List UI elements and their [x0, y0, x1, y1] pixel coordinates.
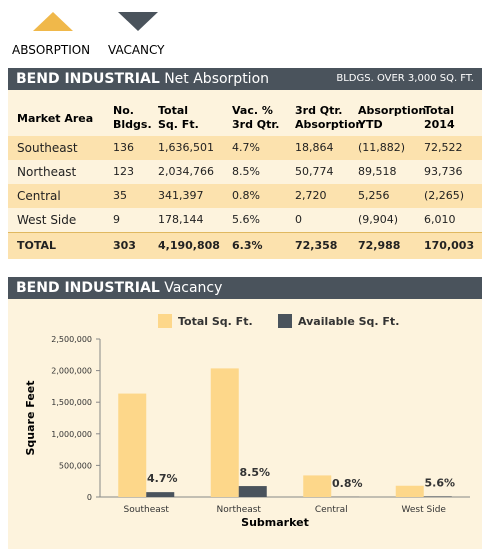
- column-header: Bldgs.: [113, 118, 152, 131]
- column-header: Total: [158, 104, 189, 117]
- column-header: Vac. %: [232, 104, 273, 117]
- table-cell: 6.3%: [232, 239, 263, 252]
- y-tick-label: 2,000,000: [51, 367, 92, 376]
- legend-label: Total Sq. Ft.: [178, 315, 253, 328]
- column-header: 2014: [424, 118, 455, 131]
- table-subtitle: Net Absorption: [164, 71, 270, 87]
- table-cell: 9: [113, 213, 120, 226]
- table-cell: Southeast: [17, 141, 78, 155]
- table: Market Area No. Bldgs. Total Sq. Ft. Vac. % 3r…: [8, 90, 482, 259]
- table-cell: 2,034,766: [158, 165, 214, 178]
- bar-annotation: 4.7%: [147, 472, 178, 485]
- table-cell: 50,774: [295, 165, 334, 178]
- table-cell: 303: [113, 239, 136, 252]
- column-header: No.: [113, 104, 134, 117]
- table-title: BEND INDUSTRIAL: [16, 71, 160, 87]
- table-cell: 4,190,808: [158, 239, 220, 252]
- table-cell: 123: [113, 165, 134, 178]
- absorption-icon: [33, 12, 73, 31]
- y-tick-label: 1,000,000: [51, 430, 92, 439]
- chart: 0 500,000 1,000,000 1,500,000 2,000,000 2,500…: [8, 299, 482, 549]
- bar: [210, 368, 239, 497]
- table-row: West Side 9 178,144 5.6% 0 (9,904) 6,010: [8, 208, 482, 232]
- column-header: Absorption: [358, 104, 427, 117]
- table-cell: West Side: [17, 213, 77, 227]
- legend-icons: [33, 12, 158, 31]
- x-tick-label: Central: [315, 505, 348, 515]
- legend-label: Available Sq. Ft.: [298, 315, 399, 328]
- table-cell: 0.8%: [232, 189, 260, 202]
- table-header: BEND INDUSTRIAL Net Absorption BLDGS. OV…: [8, 68, 482, 90]
- column-header: Market Area: [17, 112, 94, 125]
- table-cell: 5.6%: [232, 213, 260, 226]
- chart-header: BEND INDUSTRIAL Vacancy: [8, 277, 482, 299]
- y-tick-label: 1,500,000: [51, 398, 92, 407]
- bar: [146, 492, 175, 497]
- chart-subtitle: Vacancy: [164, 280, 223, 296]
- table-cell: 35: [113, 189, 127, 202]
- table-cell: 5,256: [358, 189, 390, 202]
- table-cell: TOTAL: [17, 239, 57, 252]
- bar: [238, 486, 267, 497]
- table-cell: 72,358: [295, 239, 338, 252]
- table-cell: 8.5%: [232, 165, 260, 178]
- legend-swatch: [278, 314, 292, 328]
- table-cell: 178,144: [158, 213, 204, 226]
- bar-annotation: 8.5%: [239, 466, 270, 479]
- column-header: Sq. Ft.: [158, 118, 199, 131]
- table-cell: Northeast: [17, 165, 77, 179]
- table-note: BLDGS. OVER 3,000 SQ. FT.: [336, 73, 474, 84]
- legend-label: ABSORPTION: [12, 43, 91, 57]
- bar: [303, 475, 332, 497]
- x-tick-label: Southeast: [124, 505, 170, 515]
- column-header: Total: [424, 104, 455, 117]
- table-cell: 136: [113, 141, 134, 154]
- x-tick-label: Northeast: [217, 505, 262, 515]
- bar-annotation: 5.6%: [424, 476, 455, 489]
- y-tick-label: 500,000: [59, 461, 92, 470]
- table-cell: 170,003: [424, 239, 475, 252]
- table-cell: Central: [17, 189, 61, 203]
- y-axis-label: Square Feet: [24, 380, 37, 455]
- column-header: YTD: [358, 118, 383, 131]
- bar: [423, 496, 452, 497]
- table-cell: 6,010: [424, 213, 456, 226]
- column-header: Absorption: [295, 118, 364, 131]
- table-cell: 0: [295, 213, 302, 226]
- table-row: Central 35 341,397 0.8% 2,720 5,256 (2,265): [8, 184, 482, 208]
- table-cell: 72,522: [424, 141, 463, 154]
- table-cell: (11,882): [358, 141, 406, 154]
- legend-swatch: [158, 314, 172, 328]
- y-tick-label: 0: [87, 493, 92, 502]
- x-tick-label: West Side: [402, 505, 447, 515]
- table-cell: 2,720: [295, 189, 327, 202]
- table-cell: 1,636,501: [158, 141, 214, 154]
- chart-title: BEND INDUSTRIAL: [16, 280, 160, 296]
- column-header: 3rd Qtr.: [232, 118, 280, 131]
- table-cell: 341,397: [158, 189, 204, 202]
- y-tick-label: 2,500,000: [51, 335, 92, 344]
- table-row: Northeast 123 2,034,766 8.5% 50,774 89,518 93,…: [8, 160, 482, 184]
- table-row: Southeast 136 1,636,501 4.7% 18,864 (11,882) 7…: [8, 136, 482, 160]
- column-header: 3rd Qtr.: [295, 104, 343, 117]
- table-cell: 93,736: [424, 165, 463, 178]
- legend-label: VACANCY: [108, 43, 165, 57]
- table-cell: (2,265): [424, 189, 465, 202]
- vacancy-icon: [118, 12, 158, 31]
- table-cell: 72,988: [358, 239, 401, 252]
- x-axis-label: Submarket: [241, 516, 309, 529]
- bar: [118, 393, 147, 497]
- table-total-row: TOTAL 303 4,190,808 6.3% 72,358 72,988 170,003: [8, 232, 482, 259]
- bar-annotation: 0.8%: [332, 477, 363, 490]
- table-cell: 4.7%: [232, 141, 260, 154]
- bar: [395, 485, 424, 497]
- table-cell: 89,518: [358, 165, 397, 178]
- table-cell: 18,864: [295, 141, 334, 154]
- table-cell: (9,904): [358, 213, 399, 226]
